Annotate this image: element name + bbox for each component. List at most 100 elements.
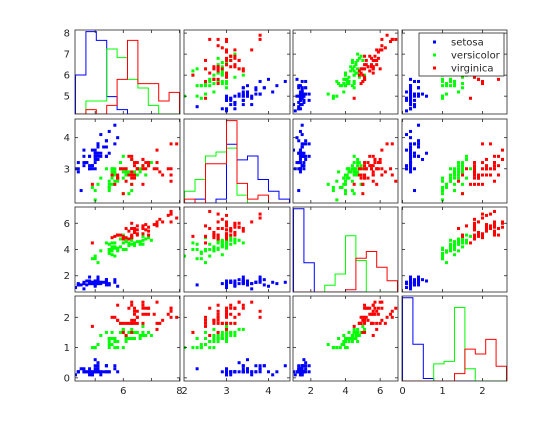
point-virginica <box>121 167 125 171</box>
point-setosa <box>298 129 302 133</box>
point-setosa <box>417 79 421 83</box>
panel-background <box>402 119 507 203</box>
point-setosa <box>82 282 86 286</box>
point-versicolor <box>118 161 122 165</box>
point-setosa <box>85 161 89 165</box>
point-virginica <box>366 65 370 69</box>
point-versicolor <box>354 167 358 171</box>
point-virginica <box>121 330 125 334</box>
point-setosa <box>293 370 296 374</box>
point-virginica <box>155 327 159 331</box>
point-versicolor <box>453 182 456 186</box>
point-setosa <box>425 279 429 283</box>
point-setosa <box>413 94 417 98</box>
point-virginica <box>237 312 241 316</box>
point-virginica <box>472 221 476 225</box>
point-virginica <box>169 306 173 310</box>
point-virginica <box>225 306 229 310</box>
point-versicolor <box>342 182 346 186</box>
point-versicolor <box>441 185 445 189</box>
point-virginica <box>133 230 137 234</box>
point-versicolor <box>229 236 233 240</box>
point-virginica <box>480 236 484 240</box>
point-virginica <box>464 224 468 228</box>
point-versicolor <box>347 170 351 174</box>
point-virginica <box>359 315 363 319</box>
point-versicolor <box>110 249 114 253</box>
point-versicolor <box>233 333 237 337</box>
point-virginica <box>130 182 134 186</box>
y-tick-label: 2 <box>64 271 70 282</box>
panel-r4-c3 <box>292 295 399 382</box>
point-virginica <box>484 229 488 233</box>
panel-frame <box>401 118 508 204</box>
point-virginica <box>368 54 372 58</box>
point-versicolor <box>342 82 346 86</box>
point-versicolor <box>356 161 360 165</box>
point-versicolor <box>130 242 134 246</box>
point-setosa <box>409 161 413 165</box>
x-tick-label: 3 <box>223 386 229 397</box>
point-setosa <box>82 148 86 152</box>
point-versicolor <box>456 173 460 177</box>
point-versicolor <box>220 82 224 86</box>
point-virginica <box>390 37 394 41</box>
point-virginica <box>363 176 367 180</box>
point-versicolor <box>241 73 245 77</box>
point-virginica <box>366 318 370 322</box>
point-virginica <box>383 170 387 174</box>
point-versicolor <box>195 248 199 251</box>
point-setosa <box>307 370 311 374</box>
point-versicolor <box>354 170 358 174</box>
point-setosa <box>297 105 301 109</box>
point-virginica <box>241 227 245 231</box>
point-setosa <box>307 92 311 96</box>
point-virginica <box>216 303 220 307</box>
point-setosa <box>93 161 97 165</box>
point-virginica <box>116 303 120 307</box>
point-setosa <box>297 167 301 171</box>
point-setosa <box>195 105 199 109</box>
point-virginica <box>175 142 179 146</box>
point-virginica <box>130 221 134 225</box>
point-versicolor <box>342 340 346 344</box>
point-versicolor <box>361 167 365 171</box>
point-versicolor <box>116 179 120 183</box>
point-virginica <box>375 327 379 331</box>
point-virginica <box>144 312 148 316</box>
point-versicolor <box>441 176 445 180</box>
point-setosa <box>298 170 302 174</box>
point-versicolor <box>453 79 456 83</box>
point-versicolor <box>113 346 117 350</box>
point-virginica <box>225 50 229 54</box>
point-virginica <box>378 157 382 161</box>
point-versicolor <box>149 161 153 165</box>
point-versicolor <box>344 179 347 183</box>
point-virginica <box>383 321 387 325</box>
point-versicolor <box>460 245 464 249</box>
point-virginica <box>361 79 365 83</box>
point-setosa <box>104 278 108 282</box>
point-versicolor <box>345 82 349 86</box>
point-virginica <box>480 82 484 86</box>
point-setosa <box>250 103 254 107</box>
point-virginica <box>233 54 237 58</box>
point-virginica <box>169 212 173 216</box>
point-setosa <box>421 92 425 96</box>
point-setosa <box>93 364 97 368</box>
point-versicolor <box>113 246 117 250</box>
point-versicolor <box>453 84 456 88</box>
point-virginica <box>371 309 375 313</box>
point-versicolor <box>340 185 344 189</box>
point-virginica <box>155 224 159 228</box>
point-versicolor <box>208 79 212 83</box>
point-virginica <box>366 161 370 165</box>
point-setosa <box>409 129 413 133</box>
point-versicolor <box>449 245 453 249</box>
point-virginica <box>373 312 377 316</box>
point-virginica <box>220 321 224 325</box>
point-virginica <box>208 333 212 337</box>
point-versicolor <box>110 330 114 334</box>
point-setosa <box>195 283 199 287</box>
